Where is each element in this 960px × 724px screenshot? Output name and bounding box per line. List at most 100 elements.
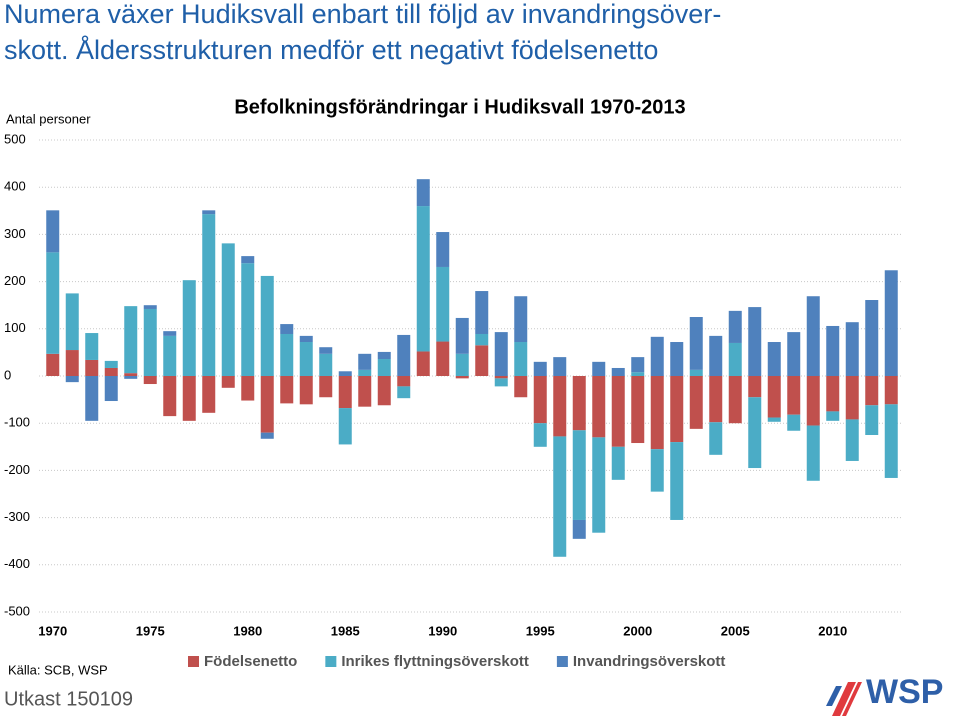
bar-segment: [475, 333, 489, 346]
bar-segment: [436, 232, 450, 267]
bar-segment: [806, 296, 820, 376]
bar-segment: [845, 376, 859, 420]
bar-segment: [475, 291, 489, 334]
bar-segment: [46, 353, 60, 376]
bar-segment: [689, 317, 703, 370]
bar-segment: [709, 335, 723, 376]
logo-text: WSP: [866, 673, 943, 711]
bar-segment: [124, 373, 138, 376]
bar-segment: [338, 376, 352, 409]
bar-segment: [46, 252, 60, 354]
bar-segment: [670, 342, 684, 376]
bar-segment: [806, 425, 820, 481]
x-tick-label: 1990: [428, 623, 457, 638]
bar-segment: [514, 342, 528, 376]
y-tick-label: 100: [4, 320, 26, 335]
bar-segment: [65, 350, 79, 376]
bar-segment: [338, 408, 352, 445]
bar-segment: [728, 310, 742, 343]
x-tick-label: 1995: [526, 623, 555, 638]
bar-segment: [202, 214, 216, 376]
bar-segment: [260, 432, 274, 439]
bar-segment: [533, 376, 547, 424]
bar-segment: [631, 372, 645, 376]
bar-segment: [845, 322, 859, 376]
legend-swatch: [188, 656, 199, 667]
legend-swatch: [556, 656, 568, 667]
bar-segment: [767, 417, 781, 422]
y-tick-label: 500: [4, 131, 26, 146]
x-tick-label: 1985: [331, 623, 360, 638]
bar-segment: [455, 353, 469, 376]
draft-note: Utkast 150109: [4, 688, 133, 710]
bar-segment: [553, 357, 567, 376]
headline: Numera växer Hudiksvall enbart till följ…: [4, 0, 721, 29]
bar-segment: [709, 376, 723, 423]
bar-segment: [163, 376, 177, 417]
bar-segment: [299, 342, 313, 376]
bar-segment: [260, 376, 274, 433]
bar-segment: [884, 376, 898, 405]
bar-segment: [689, 376, 703, 429]
bar-segment: [631, 376, 645, 444]
y-tick-label: -100: [4, 415, 30, 430]
bar-segment: [241, 256, 255, 264]
bar-segment: [611, 367, 625, 376]
bar-segment: [572, 430, 586, 520]
x-tick-label: 2010: [818, 623, 847, 638]
x-tick-label: 2000: [623, 623, 652, 638]
bar-segment: [845, 419, 859, 461]
bar-segment: [865, 300, 879, 376]
y-tick-label: 400: [4, 179, 26, 194]
bar-segment: [143, 308, 157, 376]
bar-segment: [221, 243, 235, 376]
bar-segment: [650, 449, 664, 492]
bar-segment: [572, 519, 586, 539]
bar-segment: [865, 405, 879, 435]
bar-segment: [455, 317, 469, 354]
bar-segment: [260, 275, 274, 376]
bar-segment: [553, 436, 567, 557]
bar-segment: [553, 376, 567, 437]
bar-segment: [826, 411, 840, 421]
bar-segment: [787, 414, 801, 431]
x-tick-label: 1975: [136, 623, 165, 638]
x-tick-label: 1970: [38, 623, 67, 638]
bar-segment: [514, 376, 528, 398]
bar-segment: [85, 359, 99, 376]
bar-segment: [377, 351, 391, 360]
bar-segment: [104, 360, 118, 368]
bar-segment: [85, 376, 99, 421]
bar-segment: [475, 345, 489, 376]
bar-segment: [494, 376, 508, 379]
bar-segment: [182, 376, 196, 421]
bar-segment: [806, 376, 820, 426]
bar-segment: [533, 361, 547, 376]
y-tick-label: 300: [4, 226, 26, 241]
bar-segment: [436, 341, 450, 376]
bar-segment: [592, 376, 606, 438]
y-tick-label: -500: [4, 603, 30, 618]
bar-segment: [611, 446, 625, 480]
bar-segment: [104, 367, 118, 376]
legend-label: Invandringsöverskott: [573, 653, 726, 670]
headline: skott. Åldersstrukturen medför ett negat…: [4, 34, 658, 65]
bar-segment: [85, 333, 99, 360]
bar-segment: [709, 422, 723, 455]
y-tick-label: -300: [4, 509, 30, 524]
logo: WSP: [826, 673, 943, 716]
bar-segment: [221, 376, 235, 388]
bar-segment: [767, 342, 781, 376]
bar-segment: [124, 306, 138, 374]
bar-segment: [143, 376, 157, 385]
bar-segment: [397, 334, 411, 376]
bar-segment: [202, 376, 216, 413]
y-tick-label: -200: [4, 462, 30, 477]
bar-segment: [728, 342, 742, 376]
bar-segment: [436, 266, 450, 342]
source: Källa: SCB, WSP: [8, 662, 108, 677]
bar-segment: [46, 210, 60, 253]
bar-segment: [826, 325, 840, 376]
bar-segment: [767, 376, 781, 418]
